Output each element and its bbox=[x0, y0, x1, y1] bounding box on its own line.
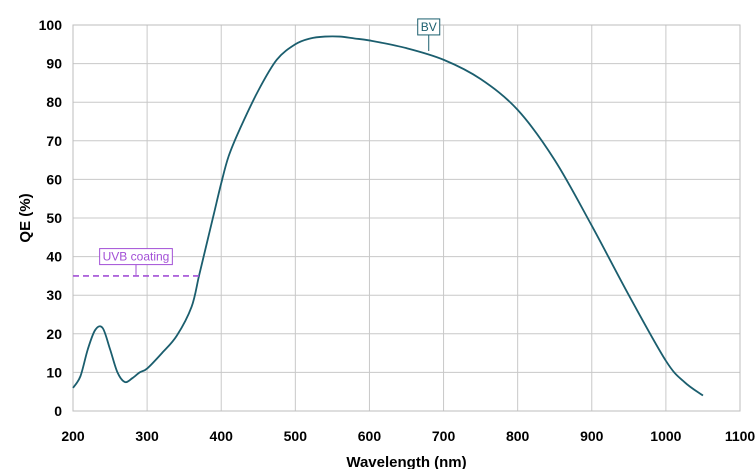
x-tick-label: 600 bbox=[358, 428, 382, 444]
plot-border bbox=[72, 24, 741, 412]
x-tick-label: 200 bbox=[61, 428, 85, 444]
x-axis-title: Wavelength (nm) bbox=[346, 454, 466, 469]
x-tick-label: 300 bbox=[135, 428, 159, 444]
x-tick-label: 400 bbox=[210, 428, 234, 444]
annotation-label: UVB coating bbox=[103, 250, 170, 264]
x-tick-label: 900 bbox=[580, 428, 604, 444]
y-tick-label: 80 bbox=[46, 94, 62, 110]
y-tick-label: 60 bbox=[46, 171, 62, 187]
y-tick-label: 0 bbox=[54, 403, 62, 419]
x-tick-labels: 200 300 400 500 600 700 800 900 1000 1100 bbox=[61, 428, 755, 444]
y-tick-label: 10 bbox=[46, 364, 62, 380]
y-tick-label: 20 bbox=[46, 326, 62, 342]
series-line-bv bbox=[72, 35, 704, 397]
y-tick-label: 90 bbox=[46, 56, 62, 72]
x-tick-label: 700 bbox=[432, 428, 456, 444]
y-tick-labels: 0 10 20 30 40 50 60 70 80 90 100 bbox=[39, 17, 63, 419]
plot-area-border bbox=[72, 24, 741, 412]
x-tick-label: 800 bbox=[506, 428, 530, 444]
y-tick-label: 100 bbox=[39, 17, 63, 33]
annotation-label: BV bbox=[421, 20, 437, 34]
y-tick-label: 70 bbox=[46, 133, 62, 149]
annotation-uvb-coating: UVB coating bbox=[99, 248, 173, 275]
annotation-bv: BV bbox=[417, 18, 441, 52]
y-axis-title: QE (%) bbox=[17, 193, 34, 242]
x-tick-label: 500 bbox=[284, 428, 308, 444]
y-tick-label: 50 bbox=[46, 210, 62, 226]
x-tick-label: 1000 bbox=[650, 428, 681, 444]
y-tick-label: 30 bbox=[46, 287, 62, 303]
annotations: BV UVB coating bbox=[99, 18, 441, 275]
series-lines bbox=[72, 35, 704, 397]
y-tick-label: 40 bbox=[46, 249, 62, 265]
x-tick-label: 1100 bbox=[725, 428, 755, 444]
